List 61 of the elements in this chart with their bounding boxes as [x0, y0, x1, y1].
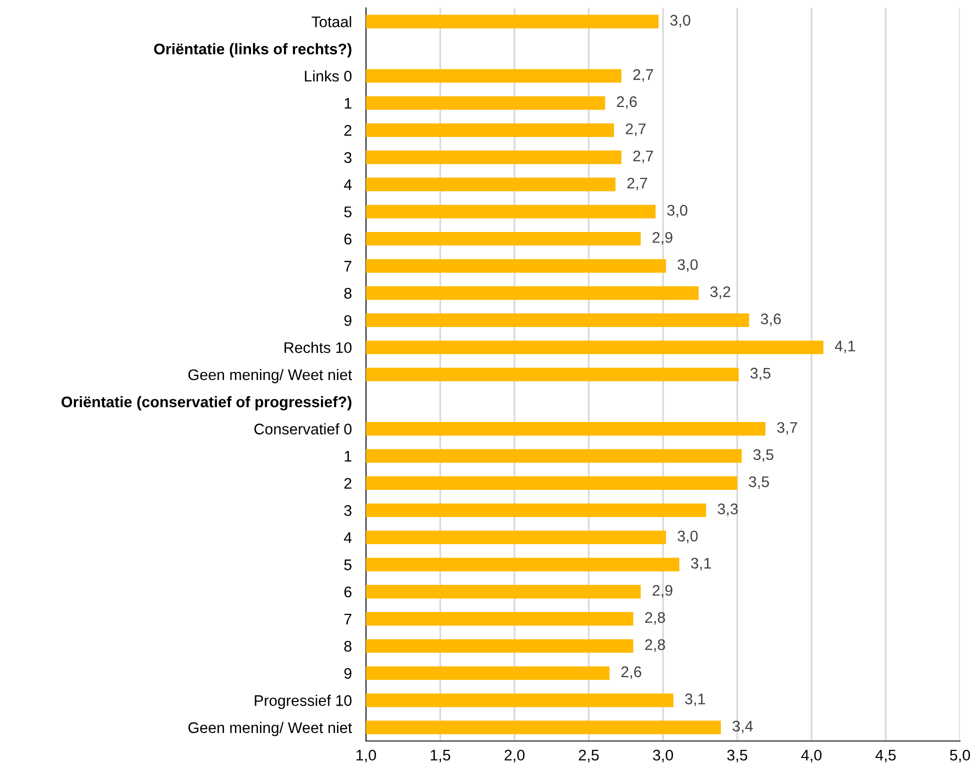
- y-tick-label: 2: [344, 478, 352, 489]
- x-tick-label: 3,5: [727, 750, 748, 762]
- data-label: 2,6: [616, 96, 637, 109]
- data-label: 3,0: [678, 530, 698, 544]
- data-label: 3,7: [777, 422, 798, 435]
- y-tick-label: 5: [344, 560, 352, 570]
- y-tick-label: Geen mening/ Weet niet: [188, 368, 352, 384]
- y-tick-label: 9: [344, 315, 352, 326]
- data-label: 3,5: [753, 449, 774, 462]
- y-tick-label: 1: [344, 450, 352, 462]
- y-tick-label: Totaal: [312, 16, 352, 28]
- data-label: 2,9: [652, 232, 672, 245]
- y-tick-label: 7: [344, 614, 352, 624]
- data-label: 2,7: [626, 123, 646, 136]
- data-label: 2,7: [633, 150, 653, 164]
- y-tick-label: Geen mening/ Weet niet: [188, 722, 352, 736]
- y-tick-label: 9: [344, 668, 352, 679]
- data-label: 3,6: [760, 313, 781, 326]
- data-label: 3,0: [667, 204, 688, 218]
- y-tick-label: 4: [344, 179, 352, 190]
- data-label: 3,2: [710, 286, 730, 299]
- x-tick-label: 3,0: [652, 750, 674, 762]
- y-tick-label: 2: [344, 125, 352, 136]
- y-tick-label: Conservatief 0: [254, 423, 352, 434]
- data-label: 3,5: [748, 476, 769, 489]
- y-tick-label: 3: [344, 152, 352, 163]
- x-tick-label: 4,5: [875, 750, 896, 762]
- x-tick-label: 2,0: [504, 750, 525, 762]
- data-label: 3,0: [670, 14, 690, 28]
- y-tick-label: 8: [344, 640, 352, 652]
- y-tick-label: 1: [344, 98, 352, 109]
- x-tick-label: 5,0: [950, 750, 970, 762]
- y-tick-label: 6: [344, 234, 352, 244]
- y-tick-label: Progressief 10: [254, 694, 352, 709]
- y-tick-label: 4: [344, 532, 352, 543]
- y-tick-label: 3: [344, 505, 352, 516]
- data-label: 3,4: [732, 720, 753, 734]
- data-label: 3,0: [678, 259, 698, 272]
- y-tick-label: 7: [344, 260, 352, 272]
- data-label: 2,8: [645, 612, 665, 625]
- data-label: 4,1: [834, 340, 855, 354]
- y-tick-label: 8: [344, 288, 352, 299]
- y-tick-label: Links 0: [304, 70, 352, 82]
- y-tick-label: 6: [344, 586, 352, 598]
- data-label: 2,6: [621, 666, 642, 680]
- x-tick-label: 4,0: [801, 750, 822, 762]
- y-tick-label: 5: [344, 206, 352, 218]
- y-tick-label: Oriëntatie (conservatief of progressief?): [62, 396, 352, 410]
- x-tick-label: 2,5: [578, 750, 599, 762]
- data-label: 2,7: [633, 69, 653, 82]
- data-label: 3,1: [685, 694, 705, 706]
- data-label: 3,1: [691, 558, 711, 570]
- data-label: 3,5: [750, 368, 770, 380]
- y-tick-label: Oriëntatie (links of rechts?): [154, 43, 352, 58]
- x-tick-label: 1,0: [356, 750, 376, 762]
- data-label: 2,8: [645, 639, 665, 652]
- data-label: 2,7: [627, 178, 648, 190]
- data-label: 3,3: [718, 504, 738, 516]
- y-tick-label: Rechts 10: [284, 342, 352, 354]
- data-label: 2,9: [652, 584, 672, 598]
- x-tick-label: 1,5: [430, 750, 450, 762]
